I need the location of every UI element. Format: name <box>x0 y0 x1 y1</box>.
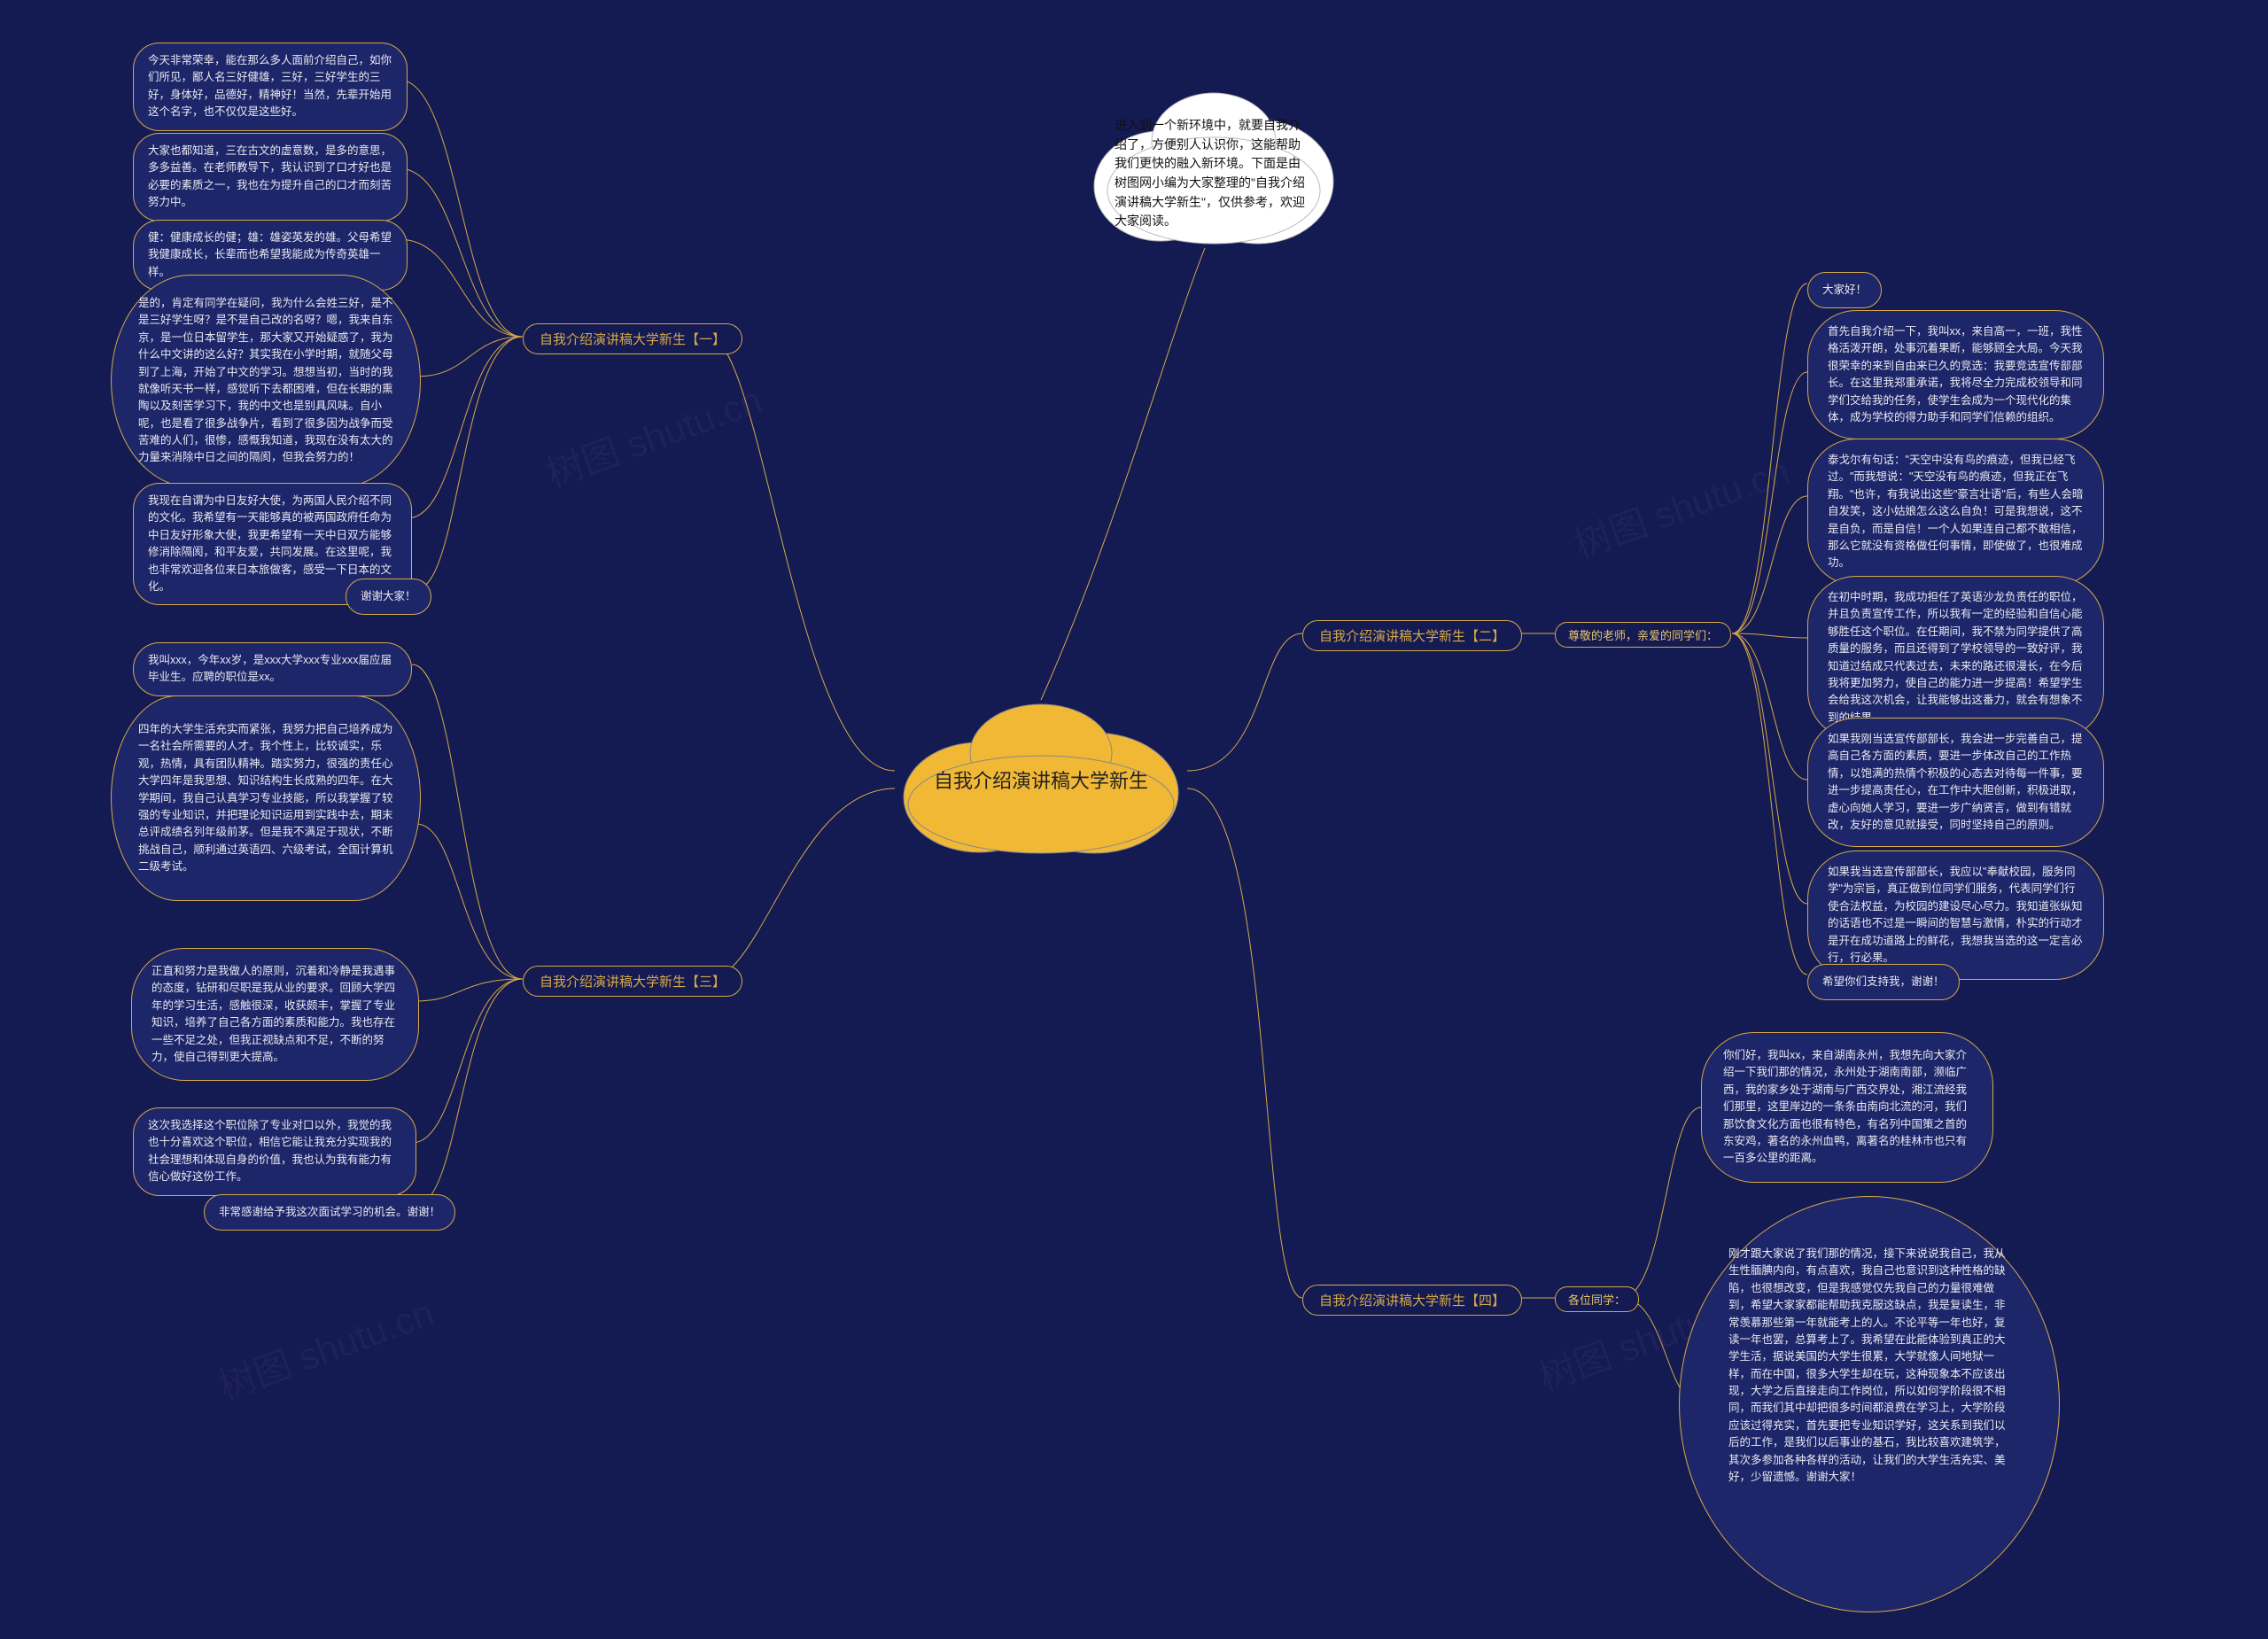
watermark: 树图 shutu.cn <box>538 370 768 498</box>
intro-cloud: 进入到一个新环境中，就要自我介绍了，方便别人认识你，这能帮助我们更快的融入新环境… <box>1081 75 1347 252</box>
leaf: 如果我当选宣传部部长，我应以"奉献校园，服务同学"为宗旨，真正做到位同学们服务，… <box>1807 851 2104 980</box>
intro-text: 进入到一个新环境中，就要自我介绍了，方便别人认识你，这能帮助我们更快的融入新环境… <box>1115 116 1309 231</box>
center-node: 自我介绍演讲稿大学新生 <box>886 691 1196 859</box>
leaf: 在初中时期，我成功担任了英语沙龙负责任的职位，并且负责宣传工作，所以我有一定的经… <box>1807 576 2104 740</box>
leaf: 这次我选择这个职位除了专业对口以外，我觉的我也十分喜欢这个职位，相信它能让我充分… <box>133 1107 416 1196</box>
branch-three-label: 自我介绍演讲稿大学新生【三】 <box>523 966 742 997</box>
branch-four-sub: 各位同学： <box>1555 1286 1639 1312</box>
watermark: 树图 shutu.cn <box>210 1283 440 1410</box>
leaf: 四年的大学生活充实而紧张，我努力把自己培养成为一名社会所需要的人才。我个性上，比… <box>111 695 421 901</box>
leaf: 如果我刚当选宣传部部长，我会进一步完善自己，提高自己各方面的素质，要进一步体改自… <box>1807 718 2104 847</box>
branch-two-sub: 尊敬的老师，亲爱的同学们： <box>1555 622 1731 648</box>
branch-one-label: 自我介绍演讲稿大学新生【一】 <box>523 323 742 354</box>
leaf: 我叫xxx，今年xx岁，是xxx大学xxx专业xxx届应届毕业生。应聘的职位是x… <box>133 642 412 696</box>
leaf: 刚才跟大家说了我们那的情况，接下来说说我自己，我从生性腼腆内向，有点喜欢，我自己… <box>1679 1196 2060 1612</box>
leaf: 正直和努力是我做人的原则，沉着和冷静是我遇事的态度，钻研和尽职是我从业的要求。回… <box>131 948 419 1081</box>
leaf: 泰戈尔有句话："天空中没有鸟的痕迹，但我已经飞过。"而我想说："天空没有鸟的痕迹… <box>1807 439 2104 586</box>
leaf: 希望你们支持我，谢谢！ <box>1807 964 1960 1000</box>
leaf: 谢谢大家！ <box>346 579 431 615</box>
center-title: 自我介绍演讲稿大学新生 <box>934 765 1148 794</box>
leaf: 是的，肯定有同学在疑问，我为什么会姓三好，是不是三好学生呀？是不是自己改的名呀？… <box>111 275 421 487</box>
leaf: 今天非常荣幸，能在那么多人面前介绍自己，如你们所见，鄙人名三好健雄，三好，三好学… <box>133 43 408 131</box>
leaf: 大家也都知道，三在古文的虚意数，是多的意思，多多益善。在老师教导下，我认识到了口… <box>133 133 408 221</box>
branch-two-label: 自我介绍演讲稿大学新生【二】 <box>1302 620 1522 651</box>
leaf: 非常感谢给予我这次面试学习的机会。谢谢！ <box>204 1194 455 1231</box>
watermark: 树图 shutu.cn <box>1565 441 1796 569</box>
leaf: 大家好！ <box>1807 272 1882 308</box>
leaf: 你们好，我叫xx，来自湖南永州，我想先向大家介绍一下我们那的情况，永州处于湖南南… <box>1701 1032 1993 1183</box>
leaf: 首先自我介绍一下，我叫xx，来自高一，一班，我性格活泼开朗，处事沉着果断，能够顾… <box>1807 310 2104 439</box>
branch-four-label: 自我介绍演讲稿大学新生【四】 <box>1302 1285 1522 1316</box>
